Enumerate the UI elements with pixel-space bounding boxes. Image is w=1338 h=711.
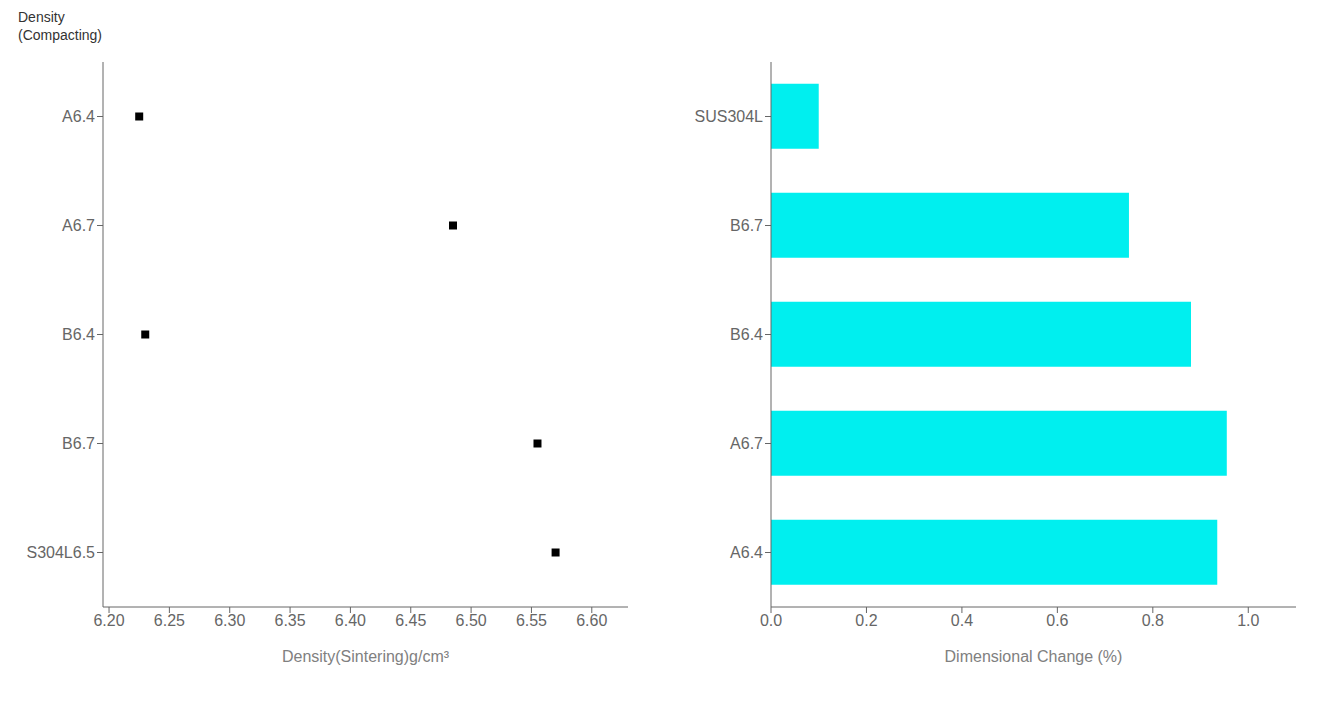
svg-text:B6.7: B6.7 [62, 435, 95, 452]
svg-text:6.50: 6.50 [456, 612, 487, 629]
svg-text:6.45: 6.45 [395, 612, 426, 629]
svg-text:A6.7: A6.7 [730, 435, 763, 452]
svg-text:6.60: 6.60 [576, 612, 607, 629]
svg-text:A6.4: A6.4 [730, 544, 763, 561]
svg-text:0.6: 0.6 [1046, 612, 1068, 629]
svg-text:A6.4: A6.4 [62, 108, 95, 125]
svg-text:Dimensional Change (%): Dimensional Change (%) [945, 648, 1123, 665]
svg-text:B6.4: B6.4 [730, 326, 763, 343]
svg-text:0.2: 0.2 [855, 612, 877, 629]
svg-text:B6.4: B6.4 [62, 326, 95, 343]
svg-text:0.4: 0.4 [951, 612, 973, 629]
svg-text:B6.7: B6.7 [730, 217, 763, 234]
svg-text:SUS304L: SUS304L [695, 108, 764, 125]
svg-text:A6.7: A6.7 [62, 217, 95, 234]
svg-text:0.0: 0.0 [760, 612, 782, 629]
svg-text:6.20: 6.20 [93, 612, 124, 629]
svg-text:0.8: 0.8 [1142, 612, 1164, 629]
svg-text:6.25: 6.25 [154, 612, 185, 629]
svg-text:6.35: 6.35 [274, 612, 305, 629]
svg-text:1.0: 1.0 [1237, 612, 1259, 629]
svg-text:6.30: 6.30 [214, 612, 245, 629]
svg-text:S304L6.5: S304L6.5 [26, 544, 95, 561]
svg-text:6.55: 6.55 [516, 612, 547, 629]
html-text:Density (Compacting): Density (Compacting) [18, 9, 102, 43]
svg-text:Density(Sintering)g/cm³: Density(Sintering)g/cm³ [282, 648, 450, 665]
svg-text:6.40: 6.40 [335, 612, 366, 629]
